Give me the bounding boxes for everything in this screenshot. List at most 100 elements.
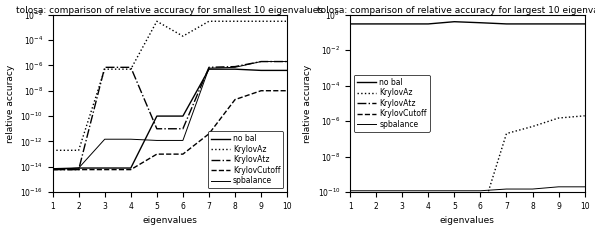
- KrylovAtz: [399, 226, 406, 229]
- spbalance: [127, 138, 134, 141]
- KrylovCutoff: [555, 209, 562, 211]
- no bal: [179, 115, 186, 118]
- KrylovCutoff: [372, 216, 380, 218]
- KrylovCutoff: [503, 214, 510, 217]
- KrylovAz: [49, 149, 56, 152]
- KrylovAtz: [231, 65, 239, 68]
- spbalance: [425, 189, 432, 192]
- Title: tolosa: comparison of relative accuracy for smallest 10 eigenvalues: tolosa: comparison of relative accuracy …: [17, 6, 323, 15]
- KrylovAz: [477, 216, 484, 218]
- no bal: [503, 23, 510, 25]
- Legend: no bal, KrylovAz, KrylovAtz, KrylovCutoff, spbalance: no bal, KrylovAz, KrylovAtz, KrylovCutof…: [354, 75, 430, 132]
- spbalance: [399, 189, 406, 192]
- spbalance: [179, 139, 186, 142]
- spbalance: [75, 167, 82, 169]
- KrylovAz: [231, 20, 239, 23]
- no bal: [529, 23, 536, 25]
- no bal: [284, 69, 291, 72]
- KrylovCutoff: [529, 214, 536, 217]
- Line: KrylovAtz: KrylovAtz: [350, 222, 585, 231]
- KrylovCutoff: [75, 168, 82, 171]
- KrylovCutoff: [231, 98, 239, 101]
- KrylovAtz: [101, 66, 108, 69]
- KrylovAtz: [372, 226, 380, 229]
- KrylovAz: [529, 125, 536, 128]
- KrylovCutoff: [451, 226, 458, 229]
- KrylovAtz: [154, 127, 161, 130]
- spbalance: [529, 188, 536, 190]
- KrylovAz: [503, 132, 510, 135]
- KrylovCutoff: [346, 214, 353, 217]
- Line: spbalance: spbalance: [52, 61, 287, 170]
- Line: KrylovAtz: KrylovAtz: [52, 61, 287, 170]
- spbalance: [258, 60, 265, 63]
- KrylovCutoff: [258, 89, 265, 92]
- X-axis label: eigenvalues: eigenvalues: [440, 216, 495, 225]
- KrylovCutoff: [477, 226, 484, 229]
- KrylovAz: [346, 205, 353, 208]
- KrylovAtz: [49, 168, 56, 171]
- spbalance: [101, 138, 108, 141]
- KrylovAz: [205, 20, 212, 23]
- spbalance: [154, 139, 161, 142]
- KrylovAtz: [346, 221, 353, 224]
- KrylovAtz: [179, 127, 186, 130]
- Legend: no bal, KrylovAz, KrylovAtz, KrylovCutoff, spbalance: no bal, KrylovAz, KrylovAtz, KrylovCutof…: [208, 131, 283, 188]
- no bal: [425, 23, 432, 25]
- KrylovCutoff: [179, 153, 186, 155]
- spbalance: [477, 189, 484, 192]
- KrylovAz: [179, 35, 186, 38]
- KrylovCutoff: [425, 221, 432, 224]
- no bal: [555, 23, 562, 25]
- no bal: [49, 167, 56, 170]
- KrylovCutoff: [205, 132, 212, 135]
- no bal: [231, 68, 239, 70]
- no bal: [477, 21, 484, 24]
- KrylovAz: [372, 213, 380, 215]
- no bal: [258, 69, 265, 72]
- Title: tolosa: comparison of relative accuracy for largest 10 eigenvalues: tolosa: comparison of relative accuracy …: [317, 6, 595, 15]
- spbalance: [205, 67, 212, 70]
- KrylovAz: [127, 68, 134, 70]
- Y-axis label: relative accuracy: relative accuracy: [303, 64, 312, 143]
- spbalance: [284, 60, 291, 63]
- KrylovAz: [451, 216, 458, 218]
- no bal: [154, 115, 161, 118]
- KrylovAz: [555, 117, 562, 119]
- no bal: [399, 23, 406, 25]
- KrylovAz: [75, 149, 82, 152]
- Line: KrylovCutoff: KrylovCutoff: [52, 91, 287, 170]
- X-axis label: eigenvalues: eigenvalues: [142, 216, 198, 225]
- no bal: [75, 167, 82, 169]
- spbalance: [451, 189, 458, 192]
- KrylovAz: [581, 114, 588, 117]
- KrylovCutoff: [49, 168, 56, 171]
- Line: KrylovAz: KrylovAz: [52, 21, 287, 150]
- KrylovCutoff: [154, 153, 161, 155]
- KrylovAtz: [425, 228, 432, 231]
- spbalance: [555, 185, 562, 188]
- KrylovAtz: [451, 228, 458, 231]
- spbalance: [231, 66, 239, 69]
- KrylovAz: [399, 214, 406, 217]
- no bal: [581, 23, 588, 25]
- spbalance: [49, 168, 56, 171]
- KrylovAz: [425, 216, 432, 218]
- spbalance: [346, 189, 353, 192]
- no bal: [346, 23, 353, 25]
- KrylovCutoff: [399, 218, 406, 221]
- KrylovAtz: [284, 60, 291, 63]
- KrylovAz: [154, 20, 161, 23]
- KrylovAz: [284, 20, 291, 23]
- KrylovCutoff: [581, 209, 588, 211]
- KrylovAtz: [477, 228, 484, 231]
- Line: no bal: no bal: [52, 69, 287, 169]
- KrylovCutoff: [284, 89, 291, 92]
- KrylovAtz: [75, 168, 82, 171]
- Line: KrylovCutoff: KrylovCutoff: [350, 210, 585, 228]
- spbalance: [503, 188, 510, 190]
- Line: KrylovAz: KrylovAz: [350, 116, 585, 217]
- KrylovAtz: [205, 66, 212, 69]
- KrylovAtz: [258, 60, 265, 63]
- no bal: [205, 68, 212, 70]
